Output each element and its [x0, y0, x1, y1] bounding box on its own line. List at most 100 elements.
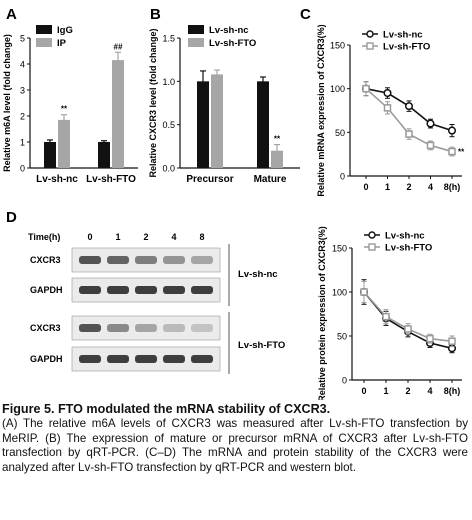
data-point — [362, 84, 370, 93]
y-axis-label: Relative protein expression of CXCR3(%) — [317, 226, 327, 400]
legend-swatch — [188, 38, 204, 47]
time-point-label: 0 — [87, 232, 92, 242]
y-tick-label: 0 — [20, 164, 25, 174]
blot-band — [163, 286, 185, 294]
caption-title: Figure 5. FTO modulated the mRNA stabili… — [2, 402, 331, 416]
blot-band — [135, 286, 157, 294]
data-point — [404, 102, 414, 111]
caption-body: (A) The relative m6A levels of CXCR3 was… — [2, 417, 468, 474]
data-point — [448, 337, 456, 346]
data-point — [405, 130, 413, 138]
x-tick-label: 0 — [363, 182, 368, 192]
x-tick-label: 2 — [406, 182, 411, 192]
y-tick-label: 3 — [20, 86, 25, 96]
figure-caption: Figure 5. FTO modulated the mRNA stabili… — [2, 402, 468, 475]
blot-band — [163, 324, 185, 332]
y-tick-label: 0.5 — [162, 120, 175, 130]
blot-row-label: CXCR3 — [30, 323, 61, 333]
x-tick-label: 1 — [383, 386, 388, 396]
data-point — [448, 147, 456, 156]
legend-label: Lv-sh-FTO — [383, 42, 430, 53]
y-tick-label: 100 — [332, 288, 347, 298]
legend-marker — [368, 231, 376, 239]
x-tick-label: Mature — [254, 174, 287, 185]
blot-row-label: GAPDH — [30, 354, 63, 364]
y-tick-label: 2 — [20, 112, 25, 122]
significance-mark: ** — [61, 105, 68, 114]
time-point-label: 2 — [143, 232, 148, 242]
significance-mark: ** — [458, 148, 465, 157]
chart-c-mrna-stability: 0 50 100 150 0 1 2 4 8(h) Relative mRNA expressio… — [316, 24, 465, 196]
x-tick-label: 4 — [427, 386, 432, 396]
y-tick-label: 5 — [20, 34, 25, 44]
blot-band — [191, 355, 213, 363]
y-tick-label: 150 — [332, 244, 347, 254]
legend-marker — [368, 243, 376, 251]
data-point — [360, 288, 368, 296]
panel-label-b: B — [150, 6, 161, 23]
data-point — [426, 119, 435, 128]
legend-label: IgG — [57, 25, 73, 36]
y-axis-label: Relative mRNA expression of CXCR3(%) — [316, 24, 326, 196]
y-tick-label: 0 — [340, 172, 345, 182]
y-tick-label: 0 — [342, 376, 347, 386]
blot-band — [79, 324, 101, 332]
bar — [211, 74, 223, 168]
panel-label-d: D — [6, 209, 17, 226]
bar — [44, 142, 56, 168]
bar — [98, 142, 110, 168]
y-tick-label: 0.0 — [162, 164, 175, 174]
x-tick-label: 1 — [385, 182, 390, 192]
time-point-label: 4 — [171, 232, 176, 242]
legend-swatch — [36, 25, 52, 34]
blot-band — [191, 256, 213, 264]
legend-label: Lv-sh-FTO — [385, 243, 432, 254]
time-point-label: 1 — [115, 232, 120, 242]
legend-label: IP — [57, 38, 67, 49]
legend-label: Lv-sh-nc — [209, 25, 249, 36]
data-point — [383, 88, 392, 98]
x-tick-label: Precursor — [186, 174, 233, 185]
blot-band — [107, 355, 129, 363]
chart-b-cxcr3-level: 0.0 0.5 1.0 1.5 Relative CXCR3 level (fold c… — [148, 25, 300, 185]
data-point — [382, 312, 390, 321]
y-tick-label: 4 — [20, 60, 25, 70]
blot-band — [79, 355, 101, 363]
x-tick-label: 4 — [428, 182, 433, 192]
figure-5: A B C D 0 1 2 3 4 5 Relative m6A level (fold c… — [2, 6, 465, 400]
blot-group-label: Lv-sh-nc — [238, 269, 278, 280]
data-point — [426, 141, 435, 150]
bar — [112, 60, 124, 168]
significance-mark: ## — [114, 42, 123, 51]
y-tick-label: 50 — [337, 332, 347, 342]
time-label: Time(h) — [28, 232, 60, 242]
x-tick-label: Lv-sh-nc — [36, 174, 78, 185]
legend-label: Lv-sh-nc — [385, 231, 425, 242]
blot-band — [107, 324, 129, 332]
y-axis-label: Relative m6A level (fold change) — [2, 34, 12, 172]
x-tick-label: 0 — [361, 386, 366, 396]
legend-swatch — [36, 38, 52, 47]
blot-band — [163, 256, 185, 264]
blot-row-label: GAPDH — [30, 285, 63, 295]
panel-label-c: C — [300, 6, 311, 23]
legend-label: Lv-sh-FTO — [209, 38, 256, 49]
blot-band — [191, 324, 213, 332]
bar — [257, 81, 269, 168]
legend-marker — [366, 30, 374, 38]
legend-marker — [366, 42, 374, 50]
y-axis-label: Relative CXCR3 level (fold change) — [148, 28, 158, 177]
y-tick-label: 100 — [330, 84, 345, 94]
time-point-label: 8 — [199, 232, 204, 242]
blot-row-label: CXCR3 — [30, 255, 61, 265]
y-tick-label: 150 — [330, 41, 345, 51]
x-tick-label: 8(h) — [444, 386, 461, 396]
blot-band — [163, 355, 185, 363]
blot-band — [135, 256, 157, 264]
bar — [271, 150, 283, 168]
legend-label: Lv-sh-nc — [383, 30, 423, 41]
y-tick-label: 1 — [20, 138, 25, 148]
data-point — [404, 325, 412, 333]
significance-mark: ** — [274, 135, 281, 144]
x-tick-label: 8(h) — [444, 182, 461, 192]
